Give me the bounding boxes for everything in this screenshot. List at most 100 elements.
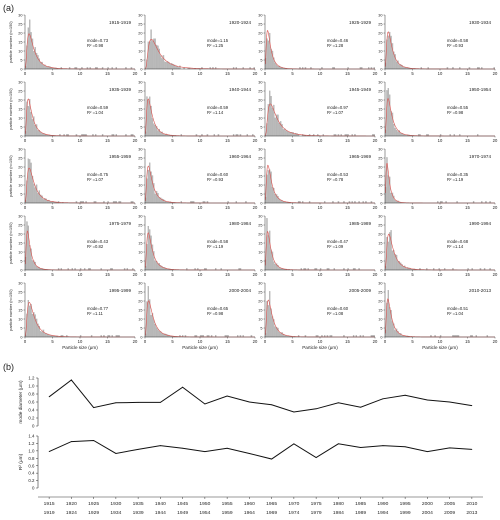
y-tick-label: 10	[378, 183, 382, 187]
x-tick-label: 10	[318, 339, 323, 344]
y-tick-label: 5	[20, 259, 22, 263]
y-tick-label: 0.8	[28, 392, 35, 397]
x-tick-label-bottom: 1954	[199, 510, 210, 516]
y-tick-label: 5	[20, 192, 22, 196]
histogram-bar	[162, 133, 165, 137]
histogram-bar	[274, 264, 276, 271]
y-tick-label: 10	[258, 49, 262, 53]
x-tick-label-top: 1975	[311, 501, 322, 507]
data-point	[471, 405, 473, 406]
y-tick-label: 10	[378, 49, 382, 53]
histogram-bar	[29, 305, 31, 338]
mode-label: mode=0.53	[327, 172, 349, 177]
x-tick-label: 10	[318, 272, 323, 277]
histogram-panel: 0 5 10 15 20 25 30 0 5 10 15 20 1930-1934 mode=0.58R²…	[378, 13, 498, 76]
fit-curve	[385, 163, 495, 204]
y-tick-label: 0.4	[28, 408, 35, 413]
y-tick-label: 20	[18, 98, 22, 102]
x-tick-label: 15	[225, 71, 230, 76]
x-tick-label: 5	[51, 71, 54, 76]
x-tick-label: 15	[465, 138, 470, 143]
y-tick-label: 0	[140, 335, 142, 339]
histogram-bar	[275, 64, 278, 70]
series-line	[48, 379, 472, 413]
histogram-bar	[269, 291, 271, 338]
y-tick-label: 0	[140, 201, 142, 205]
x-tick-label: 5	[291, 71, 294, 76]
histogram-bar	[31, 260, 34, 271]
data-point	[404, 446, 406, 448]
x-tick-label: 0	[384, 71, 387, 76]
x-tick-label: 10	[198, 205, 203, 210]
fit-curve	[25, 98, 135, 137]
histogram-bar	[390, 192, 392, 204]
y-tick-label: 5	[260, 125, 262, 129]
histogram-bar	[31, 119, 34, 137]
x-tick-label: 0	[264, 339, 267, 344]
y-tick-label: 5	[260, 326, 262, 330]
histogram-bar	[267, 305, 269, 338]
y-tick-label: 0	[260, 335, 262, 339]
x-tick-label: 5	[171, 339, 174, 344]
y-tick-label: 25	[378, 89, 382, 93]
x-tick-label: 15	[345, 272, 350, 277]
y-tick-label: 0	[380, 201, 382, 205]
x-tick-label: 10	[438, 272, 443, 277]
histogram-bar	[147, 169, 149, 204]
data-point	[382, 445, 384, 447]
x-tick-label: 5	[411, 71, 414, 76]
histogram-bar	[26, 221, 28, 271]
x-tick-label-top: 1990	[377, 501, 388, 507]
histogram-bar	[391, 250, 394, 271]
x-tick-label-top: 1935	[133, 501, 144, 507]
y-tick-label: 15	[138, 241, 142, 245]
x-tick-label-top: 1920	[66, 501, 77, 507]
x-tick-label-bottom: 2004	[422, 510, 433, 516]
y-tick-label: 20	[378, 232, 382, 236]
y-tick-label: 25	[18, 223, 22, 227]
y-tick-label: 20	[138, 31, 142, 35]
x-tick-label: 10	[438, 138, 443, 143]
panel-label-b: (b)	[3, 362, 14, 372]
x-tick-label: 0	[384, 272, 387, 277]
histogram-bar	[153, 319, 155, 338]
x-tick-label-bottom: 1984	[333, 510, 344, 516]
x-tick-label-top: 1960	[244, 501, 255, 507]
data-point	[248, 453, 250, 454]
y-tick-label: 30	[138, 13, 142, 17]
mode-label: mode=0.51	[447, 306, 469, 311]
y-tick-label: 25	[258, 89, 262, 93]
y-tick-label: 1.2	[28, 441, 35, 446]
x-tick-label-top: 1945	[177, 501, 188, 507]
histogram-bar	[30, 112, 32, 137]
x-tick-label: 15	[465, 272, 470, 277]
x-tick-label: 0	[264, 272, 267, 277]
histogram-bar	[33, 51, 35, 70]
histogram-bar	[401, 335, 403, 338]
histogram-bar	[155, 327, 158, 338]
mode-label: mode=0.60	[327, 306, 349, 311]
x-tick-label: 10	[198, 71, 203, 76]
histogram-panel: 0 5 10 15 20 25 30 0 5 10 15 20 1950-1954 mode=0.55R²…	[378, 80, 498, 143]
x-tick-label: 15	[345, 205, 350, 210]
period-label: 1965-1969	[349, 154, 371, 159]
histogram-panel: 0 5 10 15 20 25 30 0 5 10 15 20 1960-1964 mode=0.60R²…	[138, 147, 258, 210]
y-tick-label: 1.0	[28, 384, 35, 389]
x-axis-label: Particle size (μm)	[182, 345, 218, 350]
x-tick-label: 20	[373, 138, 378, 143]
histogram-bar	[284, 335, 286, 338]
data-point	[182, 386, 184, 388]
y-tick-label: 5	[380, 58, 382, 62]
y-tick-label: 0	[20, 201, 22, 205]
histogram-bar	[48, 334, 50, 338]
histogram-bar	[289, 132, 291, 137]
fit-curve	[385, 98, 495, 137]
x-tick-label: 0	[384, 205, 387, 210]
mode-label: mode=0.47	[327, 239, 349, 244]
x-tick-label: 20	[493, 71, 498, 76]
y-tick-label: 25	[18, 22, 22, 26]
y-tick-label: 20	[18, 299, 22, 303]
histogram-bar	[162, 333, 165, 338]
histogram-bar	[31, 175, 34, 204]
